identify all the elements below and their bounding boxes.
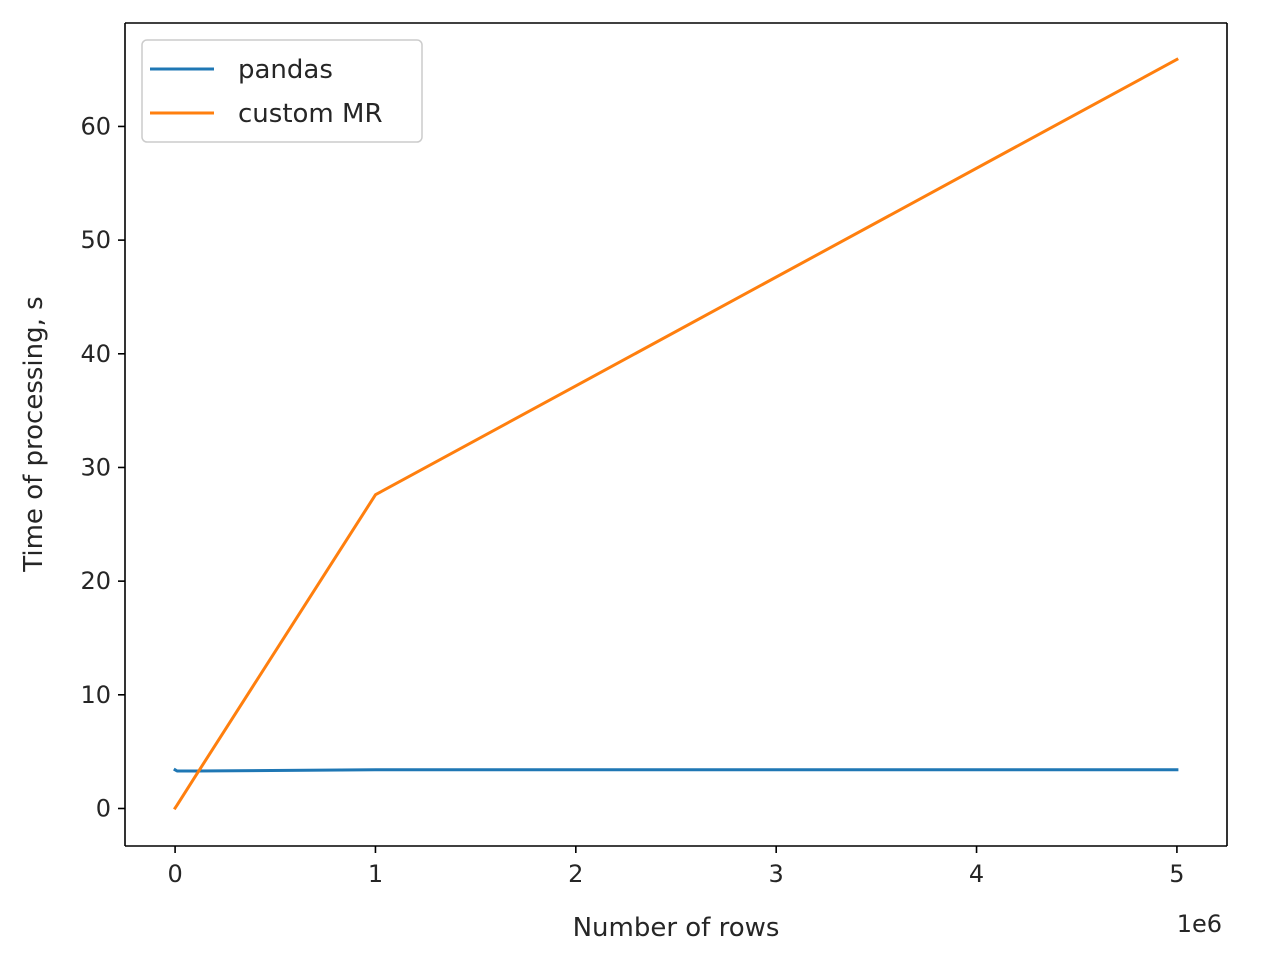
legend-label-custom-mr: custom MR bbox=[238, 99, 383, 129]
series-line-custom-mr bbox=[173, 57, 1179, 811]
x-axis-label: Number of rows bbox=[573, 913, 780, 943]
y-axis-ticks: 0 10 20 30 40 50 60 bbox=[80, 112, 125, 822]
x-tick-label: 3 bbox=[769, 860, 784, 888]
series-line-pandas bbox=[173, 767, 1179, 773]
legend-box bbox=[141, 39, 423, 143]
y-tick-label: 10 bbox=[80, 681, 111, 709]
x-tick-label: 5 bbox=[1169, 860, 1184, 888]
legend-label-pandas: pandas bbox=[238, 55, 333, 85]
y-tick-label: 40 bbox=[80, 340, 111, 368]
x-tick-label: 1 bbox=[368, 860, 383, 888]
plot-area bbox=[125, 23, 1227, 846]
y-tick-label: 60 bbox=[80, 112, 111, 140]
y-tick-label: 30 bbox=[80, 453, 111, 481]
axes-frame bbox=[124, 22, 1228, 847]
y-axis-label: Time of processing, s bbox=[19, 296, 49, 572]
x-tick-label: 0 bbox=[167, 860, 182, 888]
x-axis-ticks: 0 1 2 3 4 5 bbox=[167, 846, 1185, 888]
series-layer bbox=[173, 57, 1179, 811]
y-tick-label: 50 bbox=[80, 226, 111, 254]
x-tick-label: 4 bbox=[969, 860, 984, 888]
y-tick-label: 20 bbox=[80, 567, 111, 595]
y-tick-label: 0 bbox=[96, 794, 111, 822]
x-tick-label: 2 bbox=[568, 860, 583, 888]
legend: pandas custom MR bbox=[141, 39, 423, 143]
x-axis-offset-label: 1e6 bbox=[1177, 910, 1222, 938]
